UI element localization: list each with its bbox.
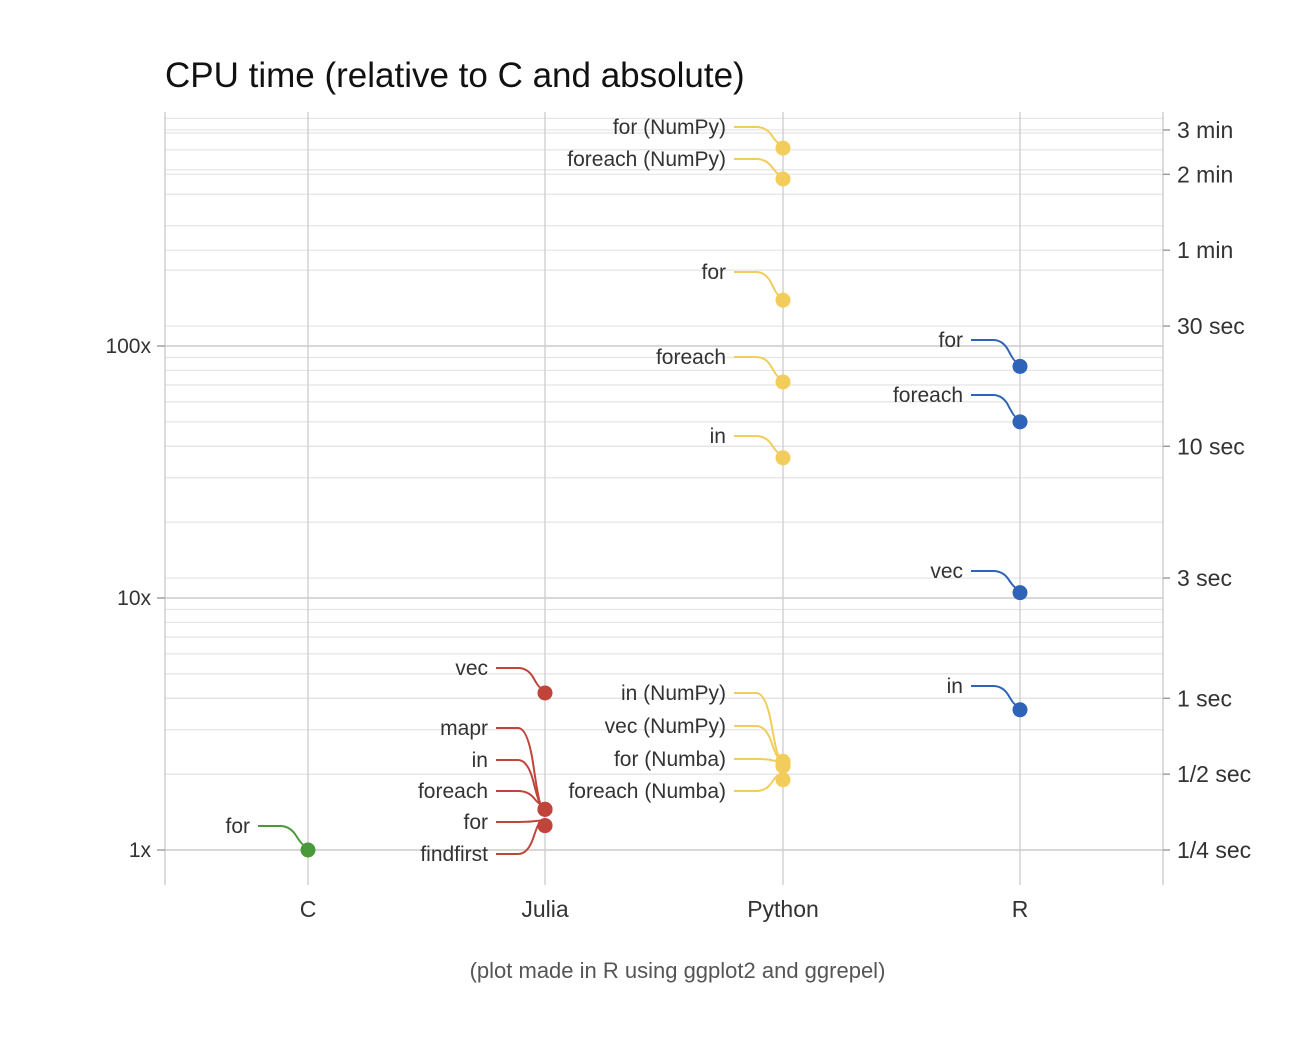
left-axis-ticks: 1x 10x 100x <box>105 335 165 862</box>
point-label: for <box>225 815 250 838</box>
leader-line <box>496 727 542 806</box>
right-tick-label: 3 sec <box>1177 565 1232 591</box>
right-axis-ticks: 1/4 sec 1/2 sec 1 sec 3 sec 10 sec 30 sec 1 mi… <box>1163 117 1251 863</box>
leader-line <box>496 819 542 823</box>
leader-line <box>971 570 1017 589</box>
right-tick-label: 2 min <box>1177 161 1233 187</box>
leader-line <box>496 667 542 689</box>
data-point <box>775 374 791 390</box>
chart-caption: (plot made in R using ggplot2 and ggrepe… <box>469 958 886 983</box>
data-point <box>537 818 553 834</box>
point-label: for (Numba) <box>614 748 726 771</box>
point-label: vec (NumPy) <box>605 715 726 738</box>
right-tick-label: 1 sec <box>1177 685 1232 711</box>
minor-gridlines <box>165 117 1163 851</box>
x-tick-label: Python <box>747 896 819 922</box>
leader-line <box>971 339 1017 363</box>
point-label: findfirst <box>420 843 488 866</box>
x-tick-label: Julia <box>521 896 569 922</box>
right-tick-label: 30 sec <box>1177 313 1245 339</box>
leader-line <box>971 685 1017 706</box>
data-point <box>300 842 316 858</box>
point-label: foreach (Numba) <box>568 780 726 803</box>
right-tick-label: 1/4 sec <box>1177 837 1251 863</box>
left-tick-label: 100x <box>105 335 151 358</box>
leader-line <box>734 435 780 454</box>
left-tick-label: 10x <box>117 587 151 610</box>
label-leader-lines <box>258 126 1017 855</box>
point-label: in <box>710 425 726 448</box>
leader-line <box>496 819 542 855</box>
axes <box>164 112 1164 885</box>
leader-line <box>734 692 780 758</box>
leader-line <box>971 394 1017 418</box>
leader-line <box>734 158 780 175</box>
leader-line <box>734 773 780 792</box>
data-point <box>775 772 791 788</box>
data-point <box>1012 585 1028 601</box>
right-tick-label: 10 sec <box>1177 433 1245 459</box>
point-label: for <box>701 261 726 284</box>
x-tick-label: C <box>300 896 317 922</box>
leader-line <box>734 356 780 378</box>
data-point <box>775 140 791 156</box>
data-point <box>537 801 553 817</box>
leader-line <box>258 825 305 846</box>
point-label: foreach (NumPy) <box>567 148 726 171</box>
point-label: foreach <box>893 384 963 407</box>
data-point <box>1012 358 1028 374</box>
point-label: foreach <box>418 780 488 803</box>
point-label: mapr <box>440 717 488 740</box>
data-point <box>775 171 791 187</box>
leader-line <box>734 758 780 763</box>
data-point <box>775 292 791 308</box>
right-tick-label: 3 min <box>1177 117 1233 143</box>
point-label: vec <box>455 657 488 680</box>
left-tick-label: 1x <box>129 839 152 862</box>
leader-line <box>734 126 780 145</box>
point-label: in (NumPy) <box>621 682 726 705</box>
data-point <box>1012 414 1028 430</box>
right-tick-label: 1 min <box>1177 237 1233 263</box>
right-tick-label: 1/2 sec <box>1177 761 1251 787</box>
point-label: for (NumPy) <box>613 116 726 139</box>
chart-title: CPU time (relative to C and absolute) <box>165 56 745 95</box>
point-labels: for findfirst for foreach in mapr vec foreach (… <box>225 116 963 866</box>
point-label: for <box>938 329 963 352</box>
point-label: in <box>472 749 488 772</box>
point-label: in <box>947 675 963 698</box>
leader-line <box>734 271 780 297</box>
data-point <box>537 685 553 701</box>
data-points <box>300 140 1028 858</box>
point-label: foreach <box>656 346 726 369</box>
data-point <box>775 450 791 466</box>
x-axis-ticks: C Julia Python R <box>300 896 1029 922</box>
point-label: vec <box>930 560 963 583</box>
leader-line <box>496 790 542 806</box>
data-point <box>775 753 791 769</box>
x-tick-label: R <box>1012 896 1029 922</box>
data-point <box>1012 702 1028 718</box>
point-label: for <box>463 811 488 834</box>
